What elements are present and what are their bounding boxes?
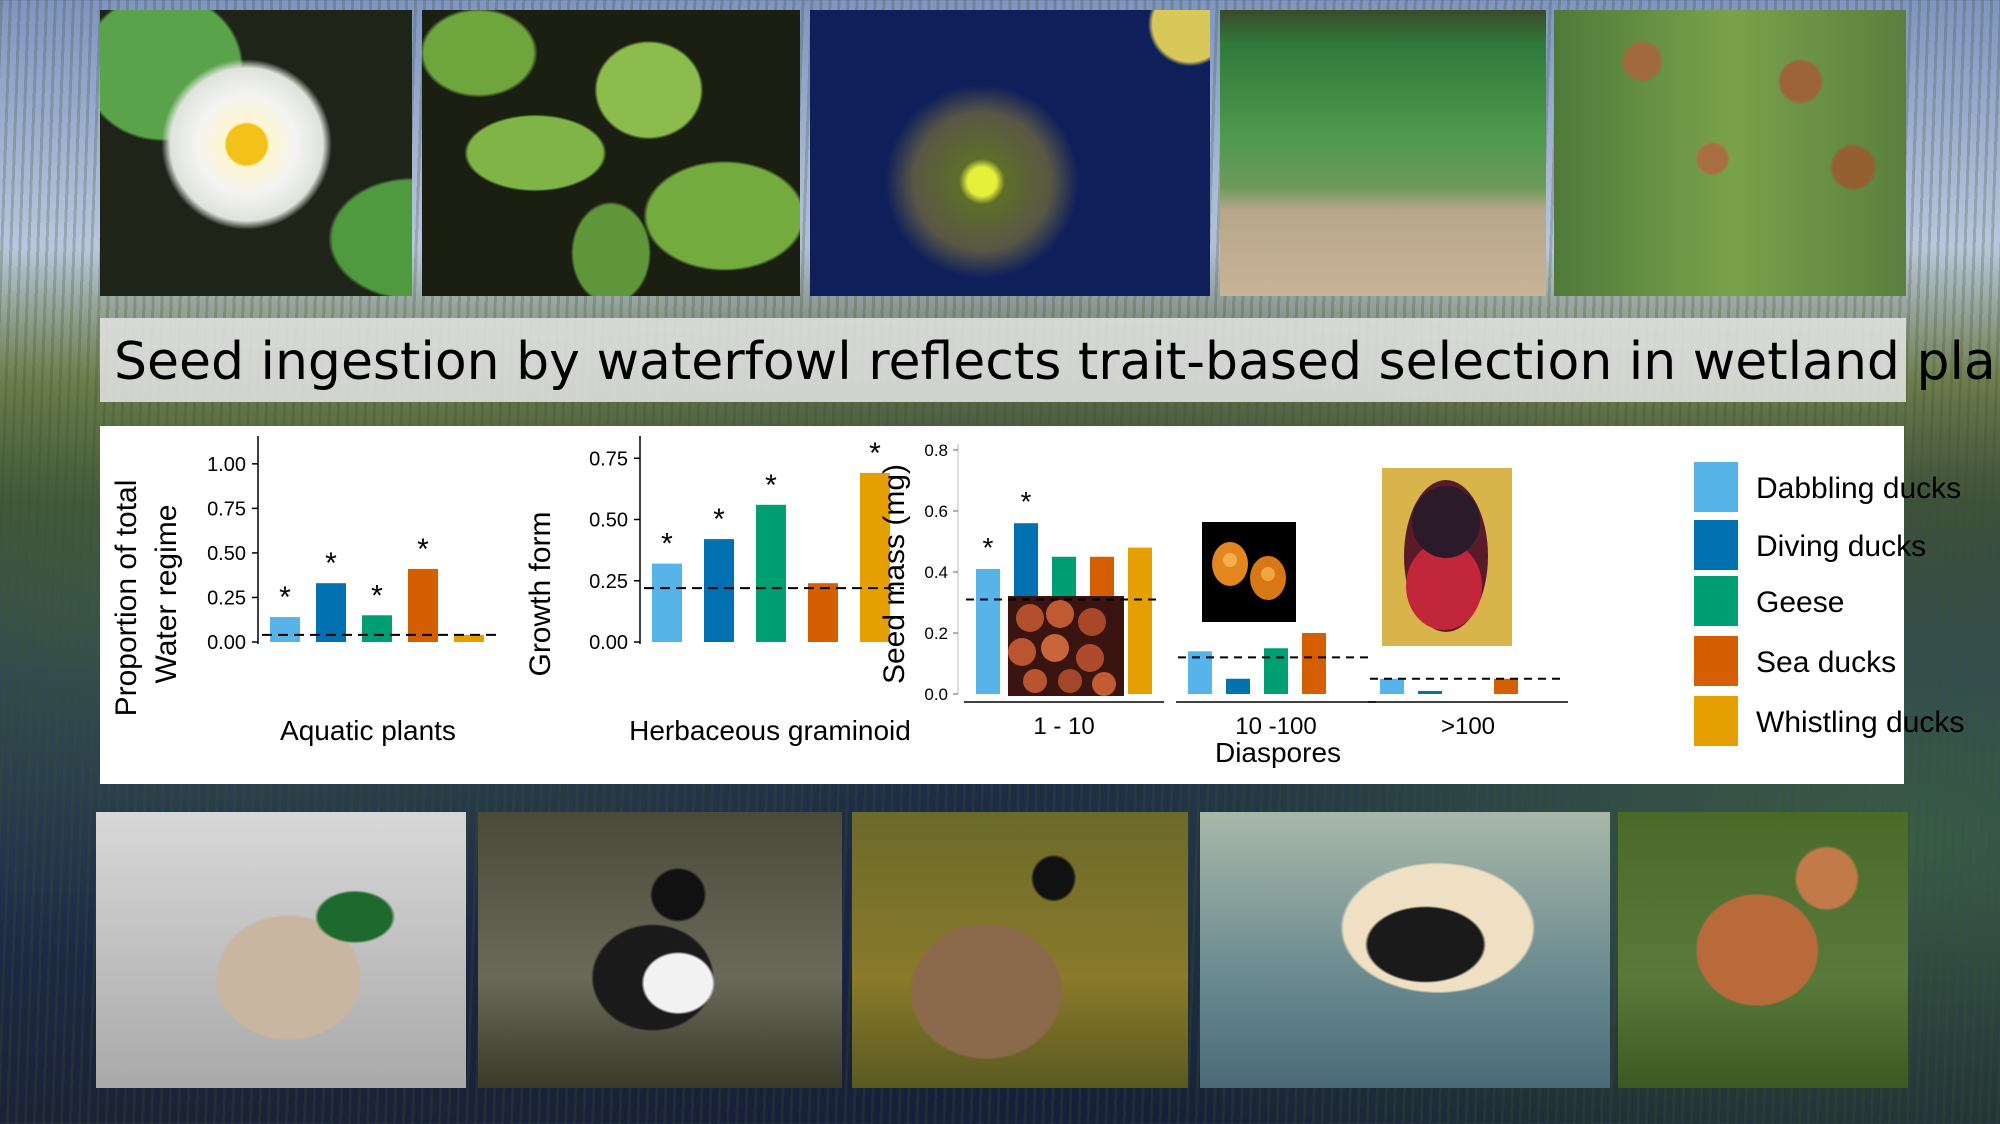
bar-geese <box>1264 648 1288 694</box>
floating-leaved-pondweed-photo <box>422 10 800 296</box>
bar-sea-ducks <box>1494 678 1518 694</box>
legend-label: Whistling ducks <box>1756 706 1965 739</box>
group-label: >100 <box>1441 713 1495 740</box>
medium-seed-inset-photo <box>1202 522 1296 622</box>
bar-diving-ducks <box>316 583 346 642</box>
common-eider-photo <box>1200 812 1610 1088</box>
significance-marker: * <box>1021 486 1032 517</box>
legend-swatch <box>1694 696 1738 746</box>
bar-geese <box>756 504 786 642</box>
y-tick-label: 0.50 <box>207 543 246 565</box>
bar-whistling-ducks <box>454 634 484 642</box>
y-tick-label: 1.00 <box>207 454 246 476</box>
y-tick-label: 0.00 <box>589 632 628 654</box>
diaspores-x-label: Diaspores <box>1215 737 1341 768</box>
page-title: Seed ingestion by waterfowl reflects tra… <box>114 332 2000 392</box>
significance-marker: * <box>869 437 881 470</box>
seed-mass-y-label: Seed mass (mg) <box>878 464 911 684</box>
seed-mass-chart: Seed mass (mg) Diaspores 0.0 0.2 0.4 0.6 0.8… <box>878 441 1568 768</box>
bar-dabbling-ducks <box>652 563 682 642</box>
y-tick-label: 0.2 <box>924 624 948 643</box>
title-banner: Seed ingestion by waterfowl reflects tra… <box>100 318 2000 402</box>
water-regime-y-label: Water regime <box>150 505 183 684</box>
legend-swatch <box>1694 576 1738 626</box>
significance-marker: * <box>983 532 994 563</box>
white-water-lily-photo <box>100 10 412 296</box>
legend-swatch <box>1694 462 1738 512</box>
y-tick-label: 0.25 <box>207 587 246 609</box>
significance-marker: * <box>371 579 383 612</box>
whistling-duck-photo <box>1618 812 1908 1088</box>
bar-sea-ducks <box>808 583 838 642</box>
legend-item: Whistling ducks <box>1694 696 1994 746</box>
legend-swatch <box>1694 636 1738 686</box>
bar-dabbling-ducks <box>1380 678 1404 694</box>
y-tick-label: 0.75 <box>207 498 246 520</box>
bar-diving-ducks <box>1418 690 1442 694</box>
significance-marker: * <box>765 469 777 502</box>
mallard-photo <box>96 812 466 1088</box>
significance-marker: * <box>661 528 673 561</box>
legend-item: Dabbling ducks <box>1694 462 1994 512</box>
legend-swatch <box>1694 520 1738 570</box>
bar-diving-ducks <box>1226 678 1250 694</box>
group-label: 10 -100 <box>1235 713 1316 740</box>
water-regime-chart: Water regime Aquatic plants 0.00 0.25 0.50… <box>150 436 498 746</box>
charts-svg: Proportion of total Water regime Aquatic… <box>110 436 1568 768</box>
bar-geese <box>362 615 392 642</box>
legend-label: Diving ducks <box>1756 530 1927 563</box>
y-tick-label: 0.8 <box>924 441 948 460</box>
shared-y-label: Proportion of total <box>110 480 143 717</box>
legend-label: Dabbling ducks <box>1756 472 1962 505</box>
herbaceous-graminoid-x-label: Herbaceous graminoid <box>629 715 911 746</box>
rush-flower-heads-photo <box>1554 10 1906 296</box>
y-tick-label: 0.25 <box>589 571 628 593</box>
group-label: 1 - 10 <box>1033 713 1094 740</box>
bar-sea-ducks <box>1302 633 1326 694</box>
y-tick-label: 0.6 <box>924 502 948 521</box>
bar-whistling-ducks <box>860 472 890 642</box>
growth-form-chart: Growth form Herbaceous graminoid 0.00 0.2… <box>524 436 911 746</box>
ring-necked-duck-photo <box>478 812 842 1088</box>
legend-label: Sea ducks <box>1756 646 1897 679</box>
significance-marker: * <box>279 581 291 614</box>
submerged-aquatic-plant-photo <box>810 10 1210 296</box>
spike-rush-tuft-photo <box>1220 10 1546 296</box>
bar-dabbling-ducks <box>1188 651 1212 694</box>
y-tick-label: 0.00 <box>207 632 246 654</box>
y-tick-label: 0.75 <box>589 448 628 470</box>
bar-sea-ducks <box>408 568 438 642</box>
bar-diving-ducks <box>704 539 734 642</box>
large-fruit-inset-photo <box>1382 468 1512 646</box>
canada-goose-photo <box>852 812 1188 1088</box>
small-seed-inset-photo <box>1008 596 1124 696</box>
bar-dabbling-ducks <box>270 617 300 642</box>
growth-form-y-label: Growth form <box>524 511 557 676</box>
y-tick-label: 0.0 <box>924 685 948 704</box>
y-tick-label: 0.50 <box>589 510 628 532</box>
legend-label: Geese <box>1756 586 1845 619</box>
significance-marker: * <box>713 503 725 536</box>
significance-marker: * <box>325 547 337 580</box>
aquatic-plants-x-label: Aquatic plants <box>280 715 456 746</box>
legend-item: Sea ducks <box>1694 636 1994 686</box>
legend-item: Geese <box>1694 576 1994 626</box>
y-tick-label: 0.4 <box>924 563 948 582</box>
chart-panel: Proportion of total Water regime Aquatic… <box>100 426 1964 784</box>
bar-dabbling-ducks <box>976 568 1000 694</box>
significance-marker: * <box>417 533 429 566</box>
bar-whistling-ducks <box>1128 547 1152 694</box>
legend-item: Diving ducks <box>1694 520 1994 570</box>
